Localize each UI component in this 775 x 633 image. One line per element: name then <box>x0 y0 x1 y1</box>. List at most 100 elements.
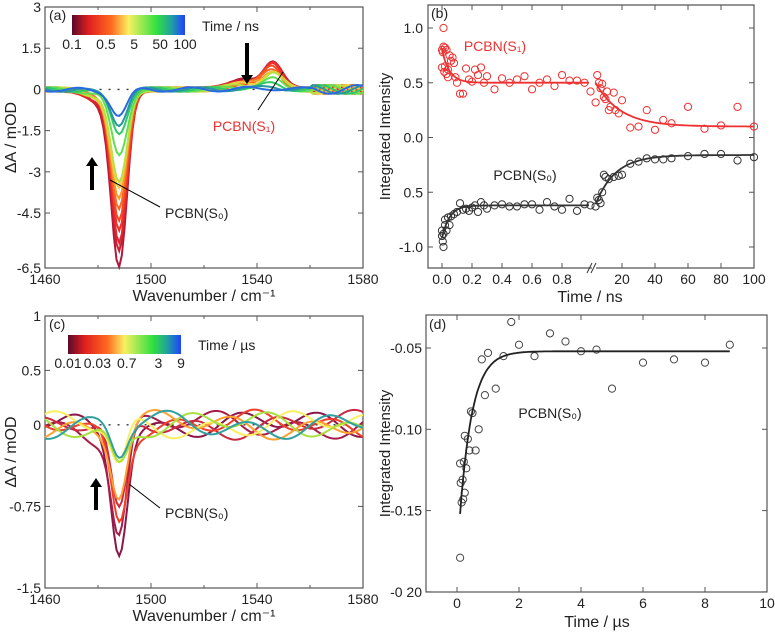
x-tick-label: 0 <box>453 595 461 611</box>
spectrum-line <box>44 71 364 185</box>
data-point <box>471 446 480 455</box>
s0-series-label: PCBN(S₀) <box>518 405 581 421</box>
data-point <box>617 170 627 179</box>
colorbar-tick-label: 0.01 <box>54 355 81 371</box>
fit-line-early <box>441 204 589 239</box>
panel-label: (d) <box>429 316 446 332</box>
down-arrow-icon <box>241 43 253 84</box>
colorbar-tick-label: 0.5 <box>96 36 116 52</box>
data-point <box>474 425 483 434</box>
y-tick-label: 0.0 <box>404 130 424 146</box>
data-point <box>550 202 559 211</box>
data-point <box>604 175 613 184</box>
s1-series-label: PCBN(S₁) <box>464 38 526 54</box>
fit-line <box>459 350 730 514</box>
s0-leader-line <box>109 179 161 208</box>
x-tick-label: 1540 <box>241 271 272 287</box>
up-arrow-icon <box>86 157 98 190</box>
colorbar-tick-label: 0.7 <box>117 355 137 371</box>
data-point <box>716 149 726 159</box>
data-point <box>497 74 507 83</box>
y-tick-label: -0.10 <box>390 421 422 437</box>
spectrum-line <box>44 409 364 501</box>
data-point <box>609 88 618 97</box>
panel-label: (c) <box>49 316 65 332</box>
data-point <box>520 200 529 209</box>
data-point <box>634 122 643 131</box>
data-point <box>507 317 516 327</box>
colorbar-tick-label: 0.1 <box>62 36 82 52</box>
colorbar-title: Time / µs <box>198 337 255 353</box>
data-point <box>725 340 734 349</box>
s1-leader-line <box>257 71 284 111</box>
data-point <box>437 231 447 241</box>
x-tick-label: 8 <box>701 595 709 611</box>
data-point <box>456 459 465 468</box>
s0-series-label: PCBN(S₀) <box>493 167 556 183</box>
data-point <box>572 206 582 215</box>
x-tick-label: 10 <box>759 595 775 611</box>
colorbar-tick-label: 5 <box>130 36 138 52</box>
spectrum-line <box>44 411 363 559</box>
data-point <box>483 348 493 357</box>
data-point <box>449 58 459 68</box>
data-point <box>535 205 544 214</box>
data-point <box>527 85 537 94</box>
y-tick-label: 0.5 <box>404 75 424 91</box>
data-point <box>700 358 710 367</box>
colorbar <box>68 335 181 354</box>
data-point <box>733 102 742 111</box>
axis-break-mark <box>586 262 593 274</box>
y-tick-label: 1.5 <box>22 40 42 56</box>
data-point <box>439 23 448 33</box>
y-tick-label: -0.05 <box>390 340 422 356</box>
up-arrow-icon <box>90 478 102 510</box>
data-point <box>514 340 524 349</box>
data-point <box>650 125 660 134</box>
data-point <box>614 171 623 180</box>
y-tick-label: 0.5 <box>404 184 424 200</box>
axis-break-mark <box>590 262 597 274</box>
x-tick-label: 1540 <box>241 591 272 607</box>
x-tick-label: 4 <box>577 595 585 611</box>
data-point <box>482 72 492 81</box>
colorbar <box>72 15 185 35</box>
data-point <box>749 153 759 162</box>
y-tick-label: -1.5 <box>17 123 41 139</box>
plot-frame-d <box>425 314 768 593</box>
data-point <box>601 95 610 104</box>
data-point <box>527 200 537 209</box>
colorbar-tick-label: 100 <box>173 36 197 52</box>
x-tick-label: 1500 <box>135 591 166 607</box>
data-point <box>733 156 742 165</box>
s0-annotation: PCBN(S₀) <box>165 505 228 521</box>
data-point <box>617 96 627 105</box>
data-point <box>642 106 651 115</box>
y-tick-label: -3 <box>29 164 42 180</box>
data-point <box>565 194 574 203</box>
x-tick-label: 1500 <box>135 271 166 287</box>
fit-line-early <box>441 49 589 84</box>
fit-line-late <box>594 154 754 205</box>
data-point <box>451 73 460 82</box>
colorbar-tick-label: 50 <box>152 36 168 52</box>
data-point <box>667 119 676 128</box>
data-point <box>499 352 508 361</box>
data-point <box>609 172 618 182</box>
data-point <box>626 123 635 132</box>
plot-frame-a <box>44 6 364 269</box>
colorbar-tick-label: 9 <box>177 355 185 371</box>
data-point <box>594 78 604 87</box>
s1-annotation: PCBN(S₁) <box>213 118 275 134</box>
data-point <box>683 102 693 111</box>
x-axis-label: Wavenumber / cm⁻¹ <box>133 608 276 625</box>
data-point <box>650 155 660 164</box>
s0-leader-line <box>128 483 161 509</box>
x-tick-label: 0.0 <box>432 271 452 287</box>
y-tick-label: 1.0 <box>404 20 424 36</box>
data-point <box>458 89 468 98</box>
x-tick-label: 0.8 <box>552 271 572 287</box>
data-point <box>598 79 607 88</box>
x-tick-label: 0.6 <box>522 271 542 287</box>
